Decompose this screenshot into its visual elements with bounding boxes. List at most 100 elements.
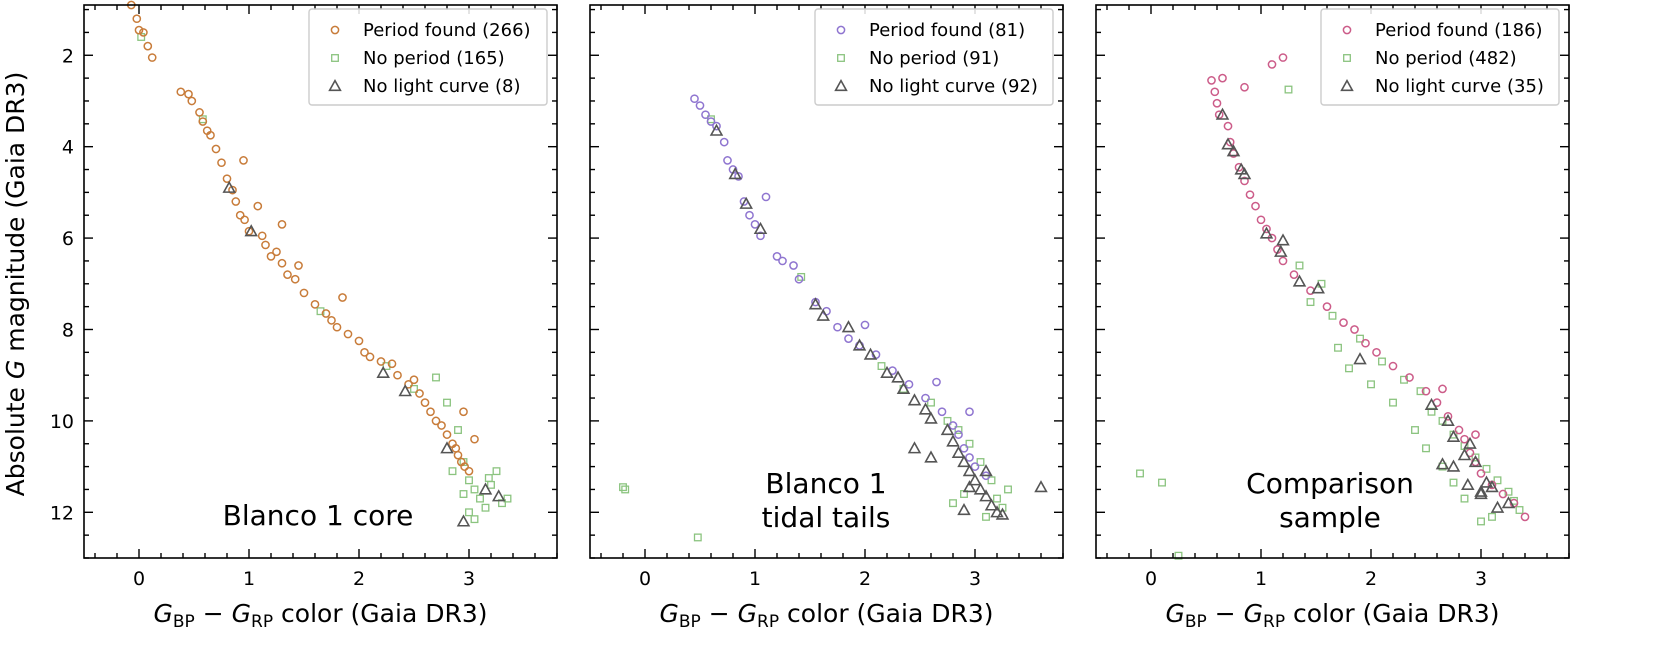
data-point	[993, 494, 1001, 503]
data-point	[927, 398, 935, 407]
data-point	[132, 14, 142, 24]
data-point	[924, 450, 938, 463]
data-point	[310, 300, 320, 309]
data-point	[619, 483, 627, 492]
data-point	[1034, 480, 1048, 493]
data-point	[1218, 73, 1227, 83]
data-point	[1210, 87, 1220, 97]
data-point	[492, 467, 501, 476]
data-point	[1477, 517, 1485, 526]
data-point	[1215, 107, 1230, 120]
data-point	[1515, 506, 1524, 514]
data-point	[376, 365, 390, 379]
series-square	[1136, 85, 1524, 560]
data-point	[1234, 162, 1248, 175]
data-point	[1474, 486, 1488, 500]
legend-entry: Period found (186)	[1375, 20, 1543, 41]
data-point	[937, 407, 947, 417]
data-point	[1311, 281, 1325, 294]
data-point	[984, 498, 999, 511]
x-tick-label: 2	[1365, 568, 1377, 590]
data-point	[1278, 53, 1288, 62]
data-point	[1388, 361, 1398, 371]
data-point	[465, 476, 473, 485]
data-point	[222, 174, 232, 184]
legend-marker	[328, 78, 342, 92]
data-point	[896, 381, 911, 395]
x-tick-label: 3	[463, 568, 475, 590]
data-point	[1490, 500, 1505, 513]
data-point	[1361, 338, 1370, 348]
data-point	[195, 108, 204, 117]
data-point	[1295, 261, 1304, 270]
data-point	[719, 137, 729, 147]
legend-marker	[834, 78, 848, 92]
data-point	[1274, 244, 1288, 257]
data-point	[481, 503, 490, 512]
data-point	[1367, 380, 1375, 389]
data-point	[973, 482, 988, 495]
data-point	[1441, 413, 1455, 427]
data-point	[360, 347, 369, 357]
data-point	[206, 130, 215, 140]
legend: Period found (81) No period (91) No light …	[814, 8, 1054, 106]
legend-frame	[308, 8, 548, 106]
x-tick-label: 1	[243, 568, 255, 590]
legend-marker	[331, 54, 339, 62]
data-point	[918, 402, 933, 415]
data-point	[745, 210, 754, 220]
data-point	[1488, 512, 1496, 521]
data-point	[1416, 387, 1425, 396]
data-point	[1256, 215, 1266, 225]
data-point	[437, 421, 446, 430]
legend-entry: No period (91)	[869, 48, 999, 69]
data-point	[816, 308, 830, 321]
series-square	[619, 115, 1012, 542]
data-point	[1306, 298, 1315, 307]
data-point	[797, 272, 806, 281]
data-point	[464, 466, 474, 476]
data-point	[1004, 485, 1012, 494]
data-point	[954, 430, 963, 439]
data-point	[957, 454, 971, 468]
data-point	[1485, 480, 1499, 493]
data-point	[1345, 364, 1353, 373]
legend: Period found (266) No period (165) No ligh…	[308, 8, 548, 106]
data-point	[443, 398, 451, 407]
data-point	[393, 370, 402, 380]
data-point	[965, 439, 974, 448]
y-tick-label: 8	[62, 319, 74, 341]
data-point	[957, 502, 971, 516]
data-point	[948, 421, 958, 430]
data-point	[979, 464, 993, 477]
legend-entry: Period found (266)	[363, 20, 531, 41]
data-point	[621, 485, 630, 494]
data-point	[1446, 459, 1461, 472]
data-point	[1449, 478, 1458, 487]
data-point	[470, 434, 479, 444]
legend-entry: No period (482)	[1375, 48, 1517, 69]
data-point	[946, 434, 960, 447]
data-point	[1405, 373, 1414, 382]
data-point	[1245, 190, 1255, 200]
data-point	[277, 258, 287, 268]
legend: Period found (186) No period (482) No ligh…	[1320, 8, 1560, 106]
data-point	[998, 503, 1007, 512]
data-point	[962, 480, 977, 493]
data-point	[954, 426, 963, 434]
data-point	[1468, 454, 1483, 468]
data-point	[290, 274, 300, 284]
data-point	[712, 121, 721, 131]
data-point	[789, 261, 798, 270]
data-point	[1292, 274, 1307, 287]
data-point	[1438, 384, 1447, 394]
data-point	[701, 110, 710, 120]
y-tick-label: 4	[62, 137, 74, 159]
x-tick-label: 0	[1145, 568, 1157, 590]
data-point	[880, 365, 894, 379]
data-point	[709, 123, 724, 136]
data-point	[808, 297, 823, 310]
x-tick-label: 0	[133, 568, 145, 590]
data-point	[968, 473, 982, 486]
